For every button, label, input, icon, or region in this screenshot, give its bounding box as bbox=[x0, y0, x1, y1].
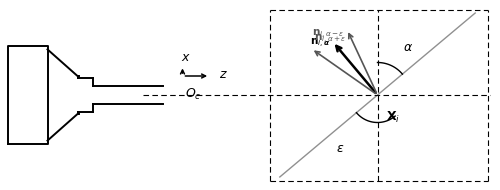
Text: $\mathbf{X}_i$: $\mathbf{X}_i$ bbox=[386, 110, 400, 125]
Text: x: x bbox=[182, 51, 188, 64]
Text: $\mathbf{n}_{i,\alpha-\varepsilon}$: $\mathbf{n}_{i,\alpha-\varepsilon}$ bbox=[312, 28, 344, 41]
Text: z: z bbox=[219, 68, 226, 81]
Text: $O_c$: $O_c$ bbox=[185, 87, 202, 102]
Text: $\mathbf{n}_{i,\boldsymbol{\alpha}}$: $\mathbf{n}_{i,\boldsymbol{\alpha}}$ bbox=[310, 37, 330, 50]
Text: $\varepsilon$: $\varepsilon$ bbox=[336, 142, 344, 155]
Text: $\alpha$: $\alpha$ bbox=[404, 41, 413, 54]
Text: $\mathbf{n}_{i,\alpha+\varepsilon}$: $\mathbf{n}_{i,\alpha+\varepsilon}$ bbox=[314, 33, 346, 46]
